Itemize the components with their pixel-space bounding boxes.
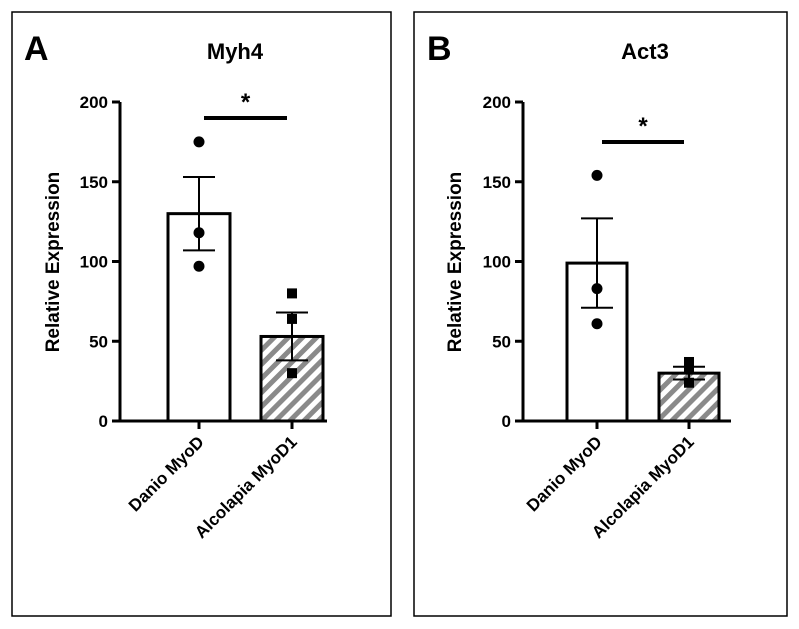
panel-b-y-tick-label: 100: [483, 253, 511, 272]
panel-a-data-point: [193, 136, 205, 148]
panel-a-data-point: [287, 368, 297, 379]
panel-a-data-point: [193, 260, 205, 272]
panel-a-border: [11, 11, 392, 617]
panel-a-y-tick-label: 50: [89, 332, 108, 351]
panel-b-data-point: [684, 363, 694, 374]
panel-b-category-label: Danio MyoD: [523, 432, 606, 515]
panel-b-letter: B: [427, 30, 452, 68]
panel-a-y-axis-label: Relative Expression: [43, 172, 64, 353]
panel-a-category-label: Alcolapia MyoD1: [191, 432, 301, 542]
panel-a-data-point: [193, 227, 205, 239]
panel-a-data-point: [287, 288, 297, 299]
panel-b: B Act3 Relative Expression 0 50 100 150 200 D…: [413, 11, 788, 617]
panel-a: A Myh4 Relative Expression 0 50 100 150 200 D…: [11, 11, 392, 617]
panel-a-y-tick-label: 100: [80, 253, 108, 272]
panel-b-border: [413, 11, 788, 617]
panel-b-data-point: [591, 169, 603, 181]
panel-b-category-label: Alcolapia MyoD1: [588, 432, 698, 542]
panel-b-y-tick-label: 200: [483, 93, 511, 112]
panel-b-y-axis-label: Relative Expression: [445, 172, 466, 353]
panel-a-letter: A: [24, 30, 49, 68]
panel-b-data-point: [591, 318, 603, 330]
panel-b-y-tick-label: 0: [502, 412, 511, 431]
panel-b-y-tick-label: 50: [492, 332, 511, 351]
panel-b-title: Act3: [621, 39, 669, 64]
panel-a-significance-label: *: [241, 89, 251, 116]
panel-b-significance-label: *: [638, 113, 648, 140]
panel-a-category-label: Danio MyoD: [125, 432, 208, 515]
panel-a-data-point: [287, 313, 297, 324]
panel-b-data-point: [684, 377, 694, 388]
panel-a-y-tick-label: 150: [80, 173, 108, 192]
panel-b-y-tick-label: 150: [483, 173, 511, 192]
panel-a-y-tick-label: 200: [80, 93, 108, 112]
panel-a-title: Myh4: [207, 39, 264, 64]
panel-a-y-tick-label: 0: [99, 412, 108, 431]
panel-b-data-point: [591, 283, 603, 295]
panel-b-data-point: [684, 356, 694, 367]
